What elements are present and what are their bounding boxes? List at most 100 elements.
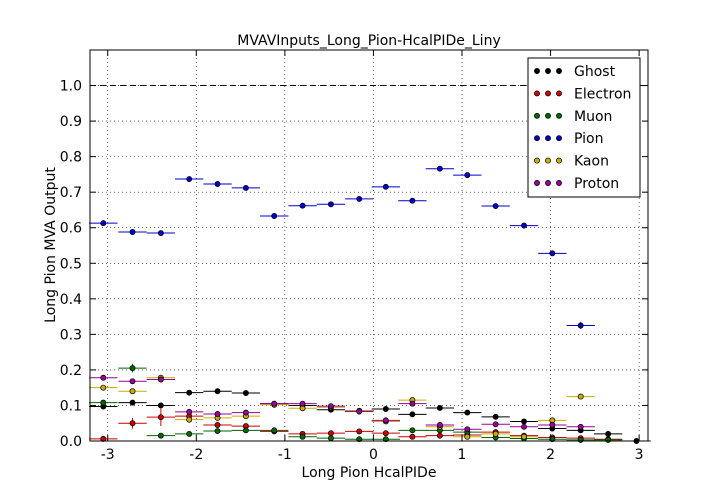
data-point: [242, 390, 249, 396]
legend-marker: [545, 112, 551, 119]
data-point: [382, 183, 389, 190]
series-muon: [89, 363, 623, 443]
legend-marker: [556, 112, 562, 119]
x-tick-label: -2: [189, 447, 203, 463]
data-point: [271, 213, 278, 219]
legend-marker: [534, 112, 540, 119]
data-point: [100, 220, 107, 227]
data-point: [186, 389, 193, 396]
legend-label-kaon: Kaon: [574, 154, 609, 170]
data-point: [157, 414, 164, 421]
data-point: [464, 409, 471, 416]
x-tick-label: 0: [369, 447, 378, 463]
data-point: [382, 406, 389, 412]
x-tick-label: -1: [278, 447, 292, 463]
y-axis-title: Long Pion MVA Output: [43, 167, 59, 323]
x-tick-label: -3: [101, 447, 115, 463]
data-point: [186, 416, 193, 423]
data-point: [129, 420, 136, 427]
data-point: [271, 400, 278, 407]
data-point: [157, 432, 164, 439]
data-point: [492, 413, 499, 420]
legend-marker: [534, 90, 540, 97]
legend-marker: [534, 68, 540, 74]
data-point: [186, 176, 193, 182]
legend: Ghost Electron Muon Pion Kaon Proton: [527, 57, 641, 198]
plot-frame: [89, 49, 649, 442]
data-point: [577, 436, 584, 443]
data-point: [492, 430, 499, 437]
legend-marker: [556, 68, 562, 74]
data-point: [409, 433, 416, 440]
data-point: [577, 322, 584, 329]
data-point: [242, 427, 249, 434]
legend-marker: [545, 90, 551, 97]
legend-label-ghost: Ghost: [574, 64, 616, 80]
data-point: [492, 421, 499, 428]
series-proton: [89, 374, 595, 433]
data-point: [157, 402, 164, 409]
data-point: [214, 388, 221, 395]
y-tick-label: 1.0: [60, 79, 82, 95]
data-point: [129, 378, 136, 385]
data-point: [299, 433, 306, 440]
data-point: [409, 400, 416, 407]
data-point: [299, 400, 306, 407]
data-point: [356, 195, 363, 202]
legend-label-proton: Proton: [574, 176, 619, 192]
y-tick-label: 0.9: [60, 114, 82, 130]
data-point: [464, 433, 471, 440]
data-point: [214, 422, 221, 428]
data-point: [214, 411, 221, 417]
legend-box: [527, 57, 641, 198]
data-point: [521, 222, 527, 229]
data-point: [100, 374, 107, 381]
data-point: [436, 422, 443, 428]
x-tick-label: 3: [635, 447, 644, 463]
data-point: [464, 426, 471, 433]
data-point: [356, 428, 363, 435]
data-point: [157, 376, 164, 383]
data-point: [605, 430, 612, 437]
legend-marker: [534, 135, 540, 142]
data-point: [409, 197, 416, 204]
data-point: [436, 432, 443, 439]
data-point: [605, 436, 612, 443]
data-point: [382, 430, 389, 437]
data-point: [549, 422, 556, 428]
y-tick-label: 0.0: [60, 434, 82, 450]
legend-marker: [545, 135, 551, 142]
data-point: [382, 417, 389, 424]
legend-marker: [556, 90, 562, 97]
data-point: [577, 393, 584, 400]
data-point: [100, 399, 107, 406]
data-layer: [89, 165, 651, 444]
data-point: [464, 172, 471, 179]
y-tick-label: 0.7: [60, 185, 82, 201]
data-point: [100, 384, 107, 391]
data-point: [129, 399, 136, 406]
data-point: [577, 423, 584, 430]
data-point: [129, 388, 136, 395]
x-axis-title: Long Pion HcalPIDe: [302, 465, 437, 481]
data-point: [214, 428, 221, 434]
x-tick-label: 1: [458, 447, 467, 463]
y-tick-label: 0.8: [60, 150, 82, 166]
data-point: [271, 427, 278, 434]
legend-marker: [545, 157, 551, 164]
data-point: [186, 430, 193, 437]
data-point: [356, 408, 363, 415]
data-point: [436, 404, 443, 411]
data-point: [327, 435, 334, 442]
data-point: [409, 427, 416, 434]
legend-label-muon: Muon: [574, 109, 612, 125]
legend-marker: [545, 180, 551, 186]
data-point: [327, 201, 334, 208]
legend-marker: [556, 180, 562, 186]
y-tick-label: 0.6: [60, 221, 82, 237]
data-point: [299, 202, 306, 209]
y-tick-label: 0.2: [60, 363, 82, 379]
data-point: [327, 430, 334, 437]
data-point: [327, 403, 334, 410]
data-point: [521, 433, 527, 440]
